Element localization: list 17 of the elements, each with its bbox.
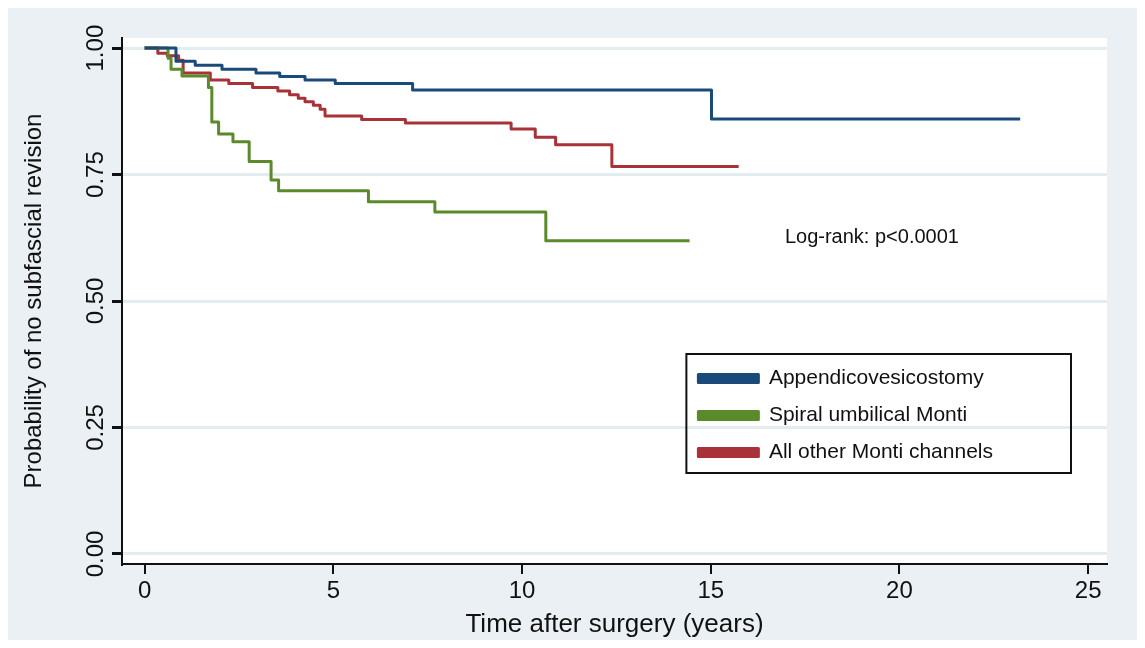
x-tick-label: 0 <box>137 576 152 604</box>
x-tick-label: 20 <box>886 576 913 604</box>
y-tick-label: 0.75 <box>80 151 108 198</box>
annotation: Log-rank: p<0.0001 <box>784 225 959 248</box>
x-tick-label: 15 <box>697 576 725 604</box>
y-tick-label: 1.00 <box>80 24 108 72</box>
legend-label: Appendicovesicostomy <box>768 365 985 389</box>
y-tick-label: 0.00 <box>80 530 108 578</box>
legend-label: Spiral umbilical Monti <box>768 402 968 426</box>
legend-label: All other Monti channels <box>768 439 994 463</box>
x-tick-label: 25 <box>1074 576 1102 604</box>
y-tick-label: 0.25 <box>80 404 108 451</box>
x-tick-label: 10 <box>508 576 536 604</box>
y-tick-label: 0.50 <box>80 277 108 325</box>
x-axis-title: Time after surgery (years) <box>465 607 764 638</box>
x-tick-label: 5 <box>326 576 341 604</box>
y-axis-title: Probability of no subfascial revision <box>19 113 47 489</box>
